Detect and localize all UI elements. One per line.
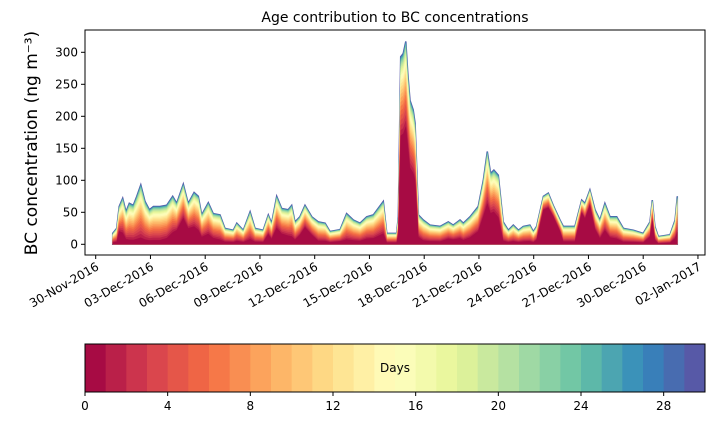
age-layer-2 [112,115,678,245]
colorbar-segment-27 [643,344,665,392]
colorbar-segment-17 [436,344,458,392]
colorbar-segment-22 [539,344,561,392]
y-tick-label: 150 [55,141,78,155]
age-layer-0 [112,126,678,245]
colorbar-segment-20 [498,344,520,392]
y-tick-label: 200 [55,109,78,123]
colorbar-segment-26 [622,344,644,392]
colorbar-segment-16 [415,344,437,392]
colorbar-segment-1 [105,344,127,392]
age-layer-1 [112,120,678,245]
colorbar-segment-2 [126,344,148,392]
colorbar-segment-10 [291,344,313,392]
colorbar-segment-19 [477,344,499,392]
colorbar-tick-label: 16 [408,399,423,413]
colorbar-segment-8 [250,344,272,392]
chart-title: Age contribution to BC concentrations [261,10,528,26]
colorbar-segment-11 [312,344,334,392]
colorbar-tick-label: 20 [491,399,506,413]
colorbar-segment-24 [581,344,603,392]
colorbar: 0 4 8 12 16 20 24 28 [81,343,706,413]
plot-area [111,41,679,246]
colorbar-segment-14 [374,344,396,392]
axes: 05010015020025030030-Nov-201603-Dec-2016… [27,29,706,310]
colorbar-tick-label: 8 [247,399,255,413]
y-axis-label: BC concentration (ng m⁻³) [22,31,42,255]
colorbar-frame [84,343,706,393]
colorbar-segment-9 [271,344,293,392]
colorbar-segment-29 [684,344,706,392]
colorbar-tick-label: 28 [656,399,671,413]
y-tick-label: 50 [63,205,78,219]
colorbar-tick-label: 24 [573,399,588,413]
colorbar-segment-7 [229,344,251,392]
colorbar-segment-15 [395,344,417,392]
y-tick-label: 0 [70,237,78,251]
colorbar-segment-3 [147,344,169,392]
colorbar-segment-12 [333,344,355,392]
colorbar-segment-0 [85,344,107,392]
y-tick-label: 100 [55,173,78,187]
y-tick-label: 250 [55,77,78,91]
y-tick-label: 300 [55,45,78,59]
colorbar-segment-18 [457,344,479,392]
colorbar-segment-5 [188,344,210,392]
colorbar-segment-4 [167,344,189,392]
colorbar-segment-28 [663,344,685,392]
colorbar-segment-21 [519,344,541,392]
colorbar-segment-6 [209,344,231,392]
colorbar-tick-label: 4 [164,399,172,413]
colorbar-segment-25 [601,344,623,392]
age-layer-3 [112,109,678,245]
colorbar-label: Days [380,361,410,375]
colorbar-tick-label: 0 [81,399,89,413]
colorbar-segment-13 [353,344,375,392]
colorbar-segment-23 [560,344,582,392]
colorbar-tick-label: 12 [325,399,340,413]
axes-frame [84,29,706,256]
